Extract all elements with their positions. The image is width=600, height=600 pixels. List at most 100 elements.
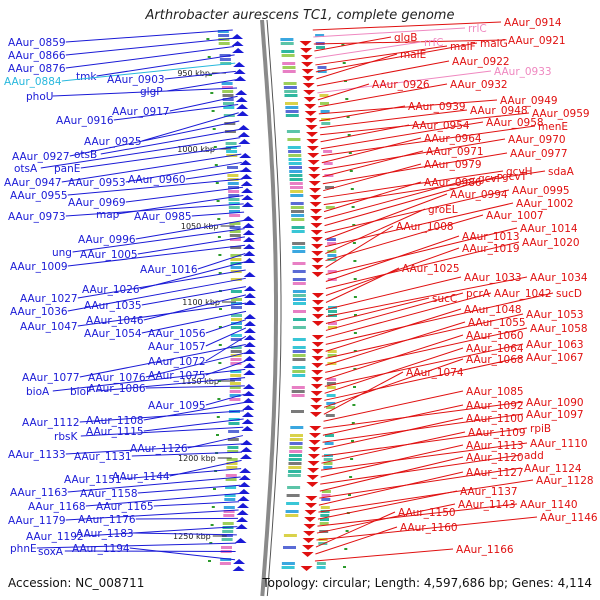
left-strand-gene-label: AAur_1054 xyxy=(84,328,142,340)
feature-bar xyxy=(221,82,233,85)
feature-bar xyxy=(327,250,337,253)
right-strand-gene-label: AAur_1090 xyxy=(526,397,584,409)
feature-bar xyxy=(223,510,235,513)
right-strand-gene-label: AAur_1127 xyxy=(466,467,524,479)
gene-leader-line xyxy=(135,219,245,240)
gene-leader-line xyxy=(205,393,245,406)
right-strand-gene-label: AAur_1058 xyxy=(530,323,588,335)
feature-bar xyxy=(223,514,235,517)
left-strand-gene-label: AAur_0955 xyxy=(10,190,68,202)
feature-bar xyxy=(288,154,302,157)
gene-arrow-left-strand xyxy=(243,272,256,277)
feature-tick xyxy=(213,146,217,148)
feature-bar xyxy=(328,310,337,313)
right-strand-gene-label: sdaA xyxy=(548,166,575,178)
gene-leader-line xyxy=(323,401,524,429)
feature-bar xyxy=(280,42,294,45)
gene-leader-line xyxy=(316,60,450,87)
gene-arrow-right-strand xyxy=(304,104,317,109)
gene-arrow-left-strand xyxy=(231,34,244,39)
feature-bar xyxy=(230,326,242,329)
feature-bar xyxy=(227,438,239,441)
right-strand-gene-label: AAur_0948 xyxy=(470,105,528,117)
gene-arrow-right-strand xyxy=(309,209,322,214)
gene-leader-line xyxy=(141,112,239,142)
right-strand-gene-label: AAur_1025 xyxy=(402,263,460,275)
feature-tick xyxy=(217,218,221,220)
feature-tick xyxy=(349,170,353,172)
feature-bar xyxy=(280,38,294,41)
feature-bar xyxy=(221,86,233,89)
feature-bar xyxy=(292,354,306,357)
feature-bar xyxy=(227,174,239,177)
gene-leader-line xyxy=(325,313,524,359)
gene-arrow-left-strand xyxy=(236,104,249,109)
feature-bar xyxy=(230,378,242,381)
right-strand-gene-label: AAur_1053 xyxy=(526,309,584,321)
gene-arrow-left-strand xyxy=(239,153,252,158)
gene-leader-line xyxy=(125,186,244,203)
left-strand-gene-label: ung xyxy=(52,247,72,259)
gene-arrow-left-strand xyxy=(243,356,256,361)
left-strand-gene-label: map xyxy=(96,209,120,221)
left-strand-gene-label: AAur_0903 xyxy=(107,74,165,86)
feature-bar xyxy=(292,346,306,349)
gene-leader-line xyxy=(80,426,244,437)
gene-leader-line xyxy=(85,493,240,507)
left-strand-gene-label: AAur_1086 xyxy=(88,383,146,395)
left-strand-gene-label: phnE xyxy=(10,543,37,555)
gene-leader-line xyxy=(323,371,404,415)
feature-bar xyxy=(230,350,242,353)
feature-bar xyxy=(228,186,239,189)
left-strand-gene-label: AAur_1133 xyxy=(8,449,66,461)
left-strand-gene-label: AAur_1194 xyxy=(72,543,130,555)
feature-bar xyxy=(320,514,330,517)
gene-leader-line xyxy=(321,427,528,457)
feature-tick xyxy=(346,116,350,118)
feature-bar xyxy=(327,242,337,245)
feature-tick xyxy=(352,224,356,226)
left-strand-gene-label: AAur_1027 xyxy=(20,293,78,305)
left-strand-gene-label: AAur_1131 xyxy=(74,451,132,463)
gene-leader-line xyxy=(79,344,246,378)
gene-leader-line xyxy=(320,454,522,485)
feature-bar xyxy=(325,206,335,209)
gene-arrow-left-strand xyxy=(237,503,250,508)
right-strand-gene-label: malE xyxy=(400,49,426,61)
right-strand-gene-label: AAur_1068 xyxy=(466,354,524,366)
gene-arrow-left-strand xyxy=(242,230,255,235)
gene-arrow-left-strand xyxy=(242,223,255,228)
gene-leader-line xyxy=(312,21,502,31)
feature-bar xyxy=(292,278,306,281)
feature-bar xyxy=(323,162,333,165)
gene-arrow-left-strand xyxy=(240,440,253,445)
left-strand-gene-label: AAur_0927 xyxy=(12,151,70,163)
gene-arrow-left-strand xyxy=(231,41,244,46)
gene-leader-line xyxy=(316,503,456,534)
feature-bar xyxy=(281,562,295,565)
right-strand-gene-label: AAur_1120 xyxy=(466,452,524,464)
gene-leader-line xyxy=(324,175,500,227)
feature-bar xyxy=(221,546,232,549)
right-strand-gene-label: glgB xyxy=(394,32,417,44)
gene-arrow-right-strand xyxy=(302,545,315,550)
gene-arrow-right-strand xyxy=(300,48,313,53)
feature-tick xyxy=(353,278,357,280)
feature-bar xyxy=(323,466,333,469)
left-strand-gene-label: AAur_1026 xyxy=(82,284,140,296)
gene-arrow-right-strand xyxy=(301,62,314,67)
gene-arrow-left-strand xyxy=(243,328,256,333)
right-strand-gene-label: AAur_1055 xyxy=(468,317,526,329)
gene-arrow-right-strand xyxy=(309,426,322,431)
gene-arrow-right-strand xyxy=(305,118,318,123)
feature-bar xyxy=(293,310,306,313)
right-strand-gene-label: pcrA xyxy=(466,288,491,300)
right-strand-gene-label: AAur_0959 xyxy=(532,108,590,120)
feature-tick xyxy=(351,440,354,442)
gene-leader-line xyxy=(52,368,246,392)
left-strand-gene-label: AAur_1036 xyxy=(10,306,68,318)
feature-tick xyxy=(345,530,349,532)
feature-bar xyxy=(287,146,301,149)
gene-leader-line xyxy=(129,547,236,561)
gene-leader-line xyxy=(185,170,243,180)
